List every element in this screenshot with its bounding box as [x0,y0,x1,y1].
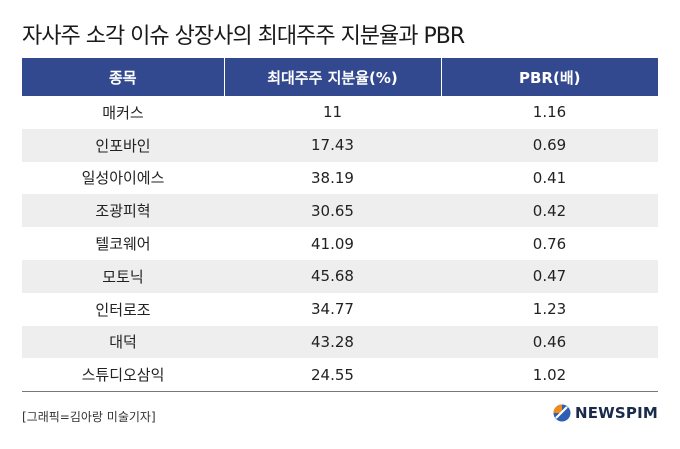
cell-stock-name: 조광피혁 [22,194,224,228]
cell-stock-name: 모토닉 [22,259,224,293]
cell-stock-name: 대덕 [22,325,224,359]
table-row: 인포바인 17.43 0.69 [22,128,658,162]
cell-pbr: 1.23 [441,292,658,326]
cell-shareholder-ratio: 17.43 [224,128,441,162]
data-table: 종목 최대주주 지분율(%) PBR(배) 매커스 11 1.16 인포바인 1… [22,58,658,393]
table-row: 매커스 11 1.16 [22,96,658,129]
cell-pbr: 0.69 [441,128,658,162]
data-table-container: 종목 최대주주 지분율(%) PBR(배) 매커스 11 1.16 인포바인 1… [22,58,658,393]
cell-shareholder-ratio: 34.77 [224,292,441,326]
cell-shareholder-ratio: 30.65 [224,194,441,228]
table-row: 텔코웨어 41.09 0.76 [22,227,658,260]
cell-pbr: 0.46 [441,325,658,359]
cell-pbr: 1.16 [441,96,658,129]
cell-shareholder-ratio: 24.55 [224,358,441,393]
cell-shareholder-ratio: 43.28 [224,325,441,359]
newspim-logo-icon [553,404,571,422]
cell-pbr: 0.47 [441,259,658,293]
table-row: 조광피혁 30.65 0.42 [22,194,658,228]
column-header-stock: 종목 [22,58,224,96]
cell-shareholder-ratio: 45.68 [224,259,441,293]
cell-shareholder-ratio: 11 [224,96,441,129]
newspim-logo: NEWSPIM [553,404,658,422]
page-title: 자사주 소각 이슈 상장사의 최대주주 지분율과 PBR [22,24,465,49]
cell-pbr: 1.02 [441,358,658,393]
cell-shareholder-ratio: 41.09 [224,227,441,260]
graphic-credit: [그래픽=김아랑 미술기자] [22,410,156,424]
cell-shareholder-ratio: 38.19 [224,161,441,195]
table-row: 대덕 43.28 0.46 [22,325,658,359]
column-header-pbr: PBR(배) [440,58,658,96]
newspim-logo-text: NEWSPIM [574,404,658,422]
cell-stock-name: 스튜디오삼익 [22,358,224,393]
table-row: 스튜디오삼익 24.55 1.02 [22,358,658,393]
table-header-row: 종목 최대주주 지분율(%) PBR(배) [22,58,658,96]
column-header-shareholder-ratio: 최대주주 지분율(%) [223,58,441,96]
table-row: 모토닉 45.68 0.47 [22,259,658,293]
cell-stock-name: 텔코웨어 [22,227,224,260]
table-row: 일성아이에스 38.19 0.41 [22,161,658,195]
cell-stock-name: 일성아이에스 [22,161,224,195]
cell-pbr: 0.41 [441,161,658,195]
cell-stock-name: 매커스 [22,96,224,129]
table-row: 인터로조 34.77 1.23 [22,292,658,326]
cell-pbr: 0.42 [441,194,658,228]
cell-pbr: 0.76 [441,227,658,260]
cell-stock-name: 인포바인 [22,128,224,162]
cell-stock-name: 인터로조 [22,292,224,326]
